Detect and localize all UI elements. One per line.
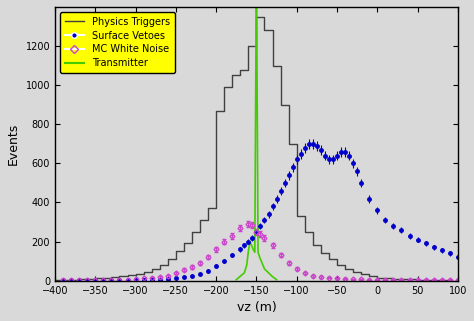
X-axis label: vz (m): vz (m) (237, 301, 276, 314)
Physics Triggers (181, 241, 187, 245)
Physics Triggers (84, 277, 90, 281)
Physics Triggers (92, 276, 98, 280)
Physics Triggers (334, 263, 340, 267)
Physics Triggers (447, 278, 453, 282)
Physics Triggers (342, 267, 348, 271)
Transmitter (255, 250, 261, 254)
Line: Transmitter: Transmitter (236, 0, 276, 280)
Physics Triggers (391, 277, 396, 281)
Physics Triggers (109, 275, 114, 279)
Transmitter (258, 259, 264, 263)
Physics Triggers (221, 85, 227, 89)
Physics Triggers (229, 74, 235, 77)
Physics Triggers (237, 68, 243, 72)
Physics Triggers (173, 249, 179, 253)
Physics Triggers (100, 276, 106, 280)
Physics Triggers (439, 278, 445, 282)
Transmitter (257, 255, 263, 259)
Physics Triggers (358, 272, 364, 276)
Physics Triggers (213, 108, 219, 112)
Physics Triggers (262, 29, 267, 32)
Physics Triggers (60, 278, 66, 282)
Y-axis label: Events: Events (7, 123, 20, 165)
Transmitter (247, 239, 253, 243)
Physics Triggers (141, 270, 146, 274)
Physics Triggers (133, 272, 138, 276)
Physics Triggers (125, 273, 130, 277)
Physics Triggers (246, 44, 251, 48)
Transmitter (250, 247, 256, 251)
Transmitter (252, 250, 258, 254)
Physics Triggers (165, 257, 171, 261)
Transmitter (270, 275, 275, 279)
Physics Triggers (254, 15, 259, 19)
Physics Triggers (286, 142, 292, 146)
Physics Triggers (294, 214, 300, 218)
Physics Triggers (117, 274, 122, 278)
Physics Triggers (278, 103, 283, 107)
Physics Triggers (302, 230, 308, 234)
Physics Triggers (423, 278, 428, 282)
Physics Triggers (189, 230, 195, 234)
Physics Triggers (374, 276, 380, 280)
Physics Triggers (310, 244, 316, 247)
Transmitter (260, 263, 266, 267)
Transmitter (233, 278, 239, 282)
Physics Triggers (76, 277, 82, 281)
Physics Triggers (326, 257, 332, 261)
Transmitter (241, 271, 247, 275)
Physics Triggers (350, 270, 356, 274)
Transmitter (273, 278, 279, 282)
Physics Triggers (197, 218, 203, 222)
Physics Triggers (270, 64, 275, 67)
Transmitter (262, 267, 267, 271)
Physics Triggers (68, 278, 74, 282)
Physics Triggers (318, 251, 324, 255)
Physics Triggers (149, 267, 155, 271)
Physics Triggers (407, 278, 412, 282)
Physics Triggers (415, 278, 420, 282)
Physics Triggers (399, 277, 404, 281)
Physics Triggers (52, 278, 58, 282)
Transmitter (265, 271, 271, 275)
Transmitter (246, 249, 251, 253)
Physics Triggers (366, 274, 372, 278)
Legend: Physics Triggers, Surface Vetoes, MC White Noise, Transmitter: Physics Triggers, Surface Vetoes, MC Whi… (60, 12, 175, 73)
Physics Triggers (205, 206, 211, 210)
Physics Triggers (157, 263, 163, 267)
Transmitter (244, 263, 250, 267)
Line: Physics Triggers: Physics Triggers (55, 17, 450, 280)
Transmitter (249, 244, 255, 247)
Physics Triggers (431, 278, 437, 282)
Physics Triggers (383, 276, 388, 280)
